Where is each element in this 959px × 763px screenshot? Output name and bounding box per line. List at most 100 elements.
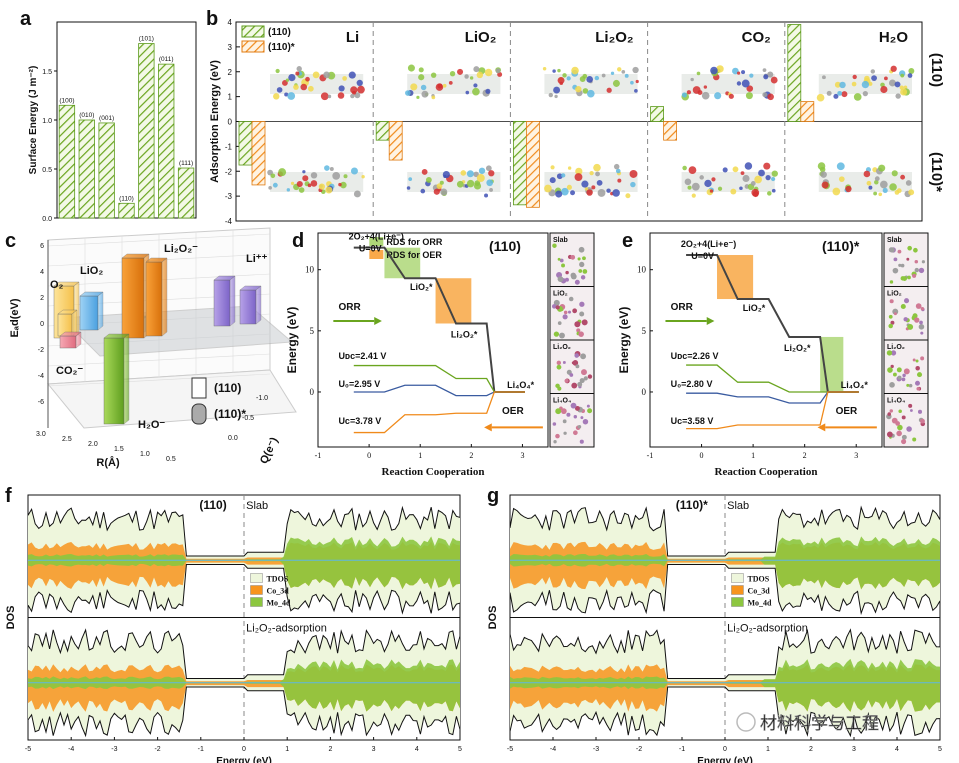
atom: [310, 180, 318, 187]
bar-Li-110-side: [229, 275, 236, 327]
x-tick-label: -5: [507, 746, 513, 753]
bar-110-4: [787, 24, 802, 122]
atom: [906, 257, 910, 261]
atom: [442, 83, 447, 88]
atom: [866, 180, 872, 186]
orr-label: ORR: [671, 302, 694, 313]
atom: [410, 83, 418, 91]
legend-cylinder-110star: [191, 403, 207, 425]
atom: [300, 83, 308, 91]
atom: [826, 90, 832, 96]
label-Li: Li⁺⁺: [246, 253, 268, 265]
atom: [902, 373, 906, 378]
atom: [305, 76, 310, 82]
x-tick-label: 4: [415, 746, 419, 753]
x-tick-label: -1: [679, 746, 685, 753]
atom: [576, 328, 581, 333]
atom: [268, 186, 272, 190]
legend-label-1: Co_3d: [266, 587, 289, 596]
watermark-text: 材料科学与工程: [760, 714, 879, 733]
atom: [907, 73, 913, 78]
u-label: U=0V: [359, 244, 382, 254]
atom: [557, 257, 561, 261]
tdos-line-down: [27, 564, 461, 615]
atom: [542, 66, 547, 71]
x-tick-label: 0: [723, 746, 727, 753]
atom: [555, 408, 562, 415]
atom: [853, 93, 862, 101]
x-tick-label: 1: [285, 746, 289, 753]
atom: [732, 166, 739, 173]
x-tick-label: -3: [593, 746, 599, 753]
atom: [564, 378, 569, 383]
x-tick-label: 3: [852, 746, 856, 753]
plot-frame: [56, 21, 197, 219]
atom: [615, 168, 621, 174]
x-axis-label: Energy (eV): [697, 756, 753, 763]
y-tick-label: 3: [228, 43, 233, 52]
x-tick-label: 1.5: [114, 446, 124, 453]
atom: [275, 68, 280, 74]
x-tick-label: 0.5: [166, 456, 176, 463]
atom: [914, 259, 919, 264]
atom: [890, 320, 895, 325]
x-tick-label: -1: [647, 451, 654, 460]
panel-label-g: g: [487, 485, 499, 507]
grid-line: [47, 373, 271, 387]
atom: [870, 69, 876, 74]
atom: [901, 434, 907, 440]
atom: [891, 170, 898, 177]
atom: [704, 179, 712, 188]
atom: [908, 383, 913, 388]
atom: [920, 331, 924, 335]
atom: [418, 74, 425, 81]
atom: [465, 90, 470, 95]
atom: [337, 92, 345, 99]
atom: [918, 324, 925, 330]
atom: [559, 332, 565, 339]
mo4d-fill: [510, 658, 940, 712]
oer-arrowhead: [484, 423, 492, 432]
atom: [892, 372, 897, 377]
z-tick-label: 0: [40, 321, 44, 328]
y-tick-label: 1.0: [42, 118, 52, 125]
atom: [882, 187, 888, 194]
panel-label-d: d: [292, 230, 304, 252]
start-label: 2O₂+4(Li+e⁻): [349, 232, 404, 242]
atom: [691, 182, 700, 191]
atom: [898, 263, 902, 267]
atom: [903, 85, 908, 89]
atom: [893, 312, 897, 316]
atom: [915, 365, 920, 371]
atom: [550, 165, 555, 170]
atom: [884, 76, 888, 81]
atom: [889, 409, 894, 413]
atom: [551, 304, 557, 309]
atom: [889, 280, 894, 284]
atom: [552, 243, 557, 248]
atom: [473, 83, 478, 88]
panel-label-e: e: [622, 230, 633, 252]
bar-LiO2-110: [79, 295, 99, 331]
label-CO2: CO₂⁻: [56, 365, 83, 377]
atom: [699, 175, 704, 180]
atom: [575, 364, 580, 369]
atom: [901, 438, 907, 445]
atom: [489, 188, 493, 192]
atom: [431, 95, 436, 100]
bar-CO2-110-side: [75, 331, 82, 349]
legend-swatch-110star: [241, 40, 265, 53]
atom: [889, 247, 895, 253]
atom: [696, 71, 701, 76]
atom: [553, 331, 560, 337]
atom: [744, 162, 753, 170]
x-axis-label: R(Å): [96, 456, 120, 469]
atom: [900, 88, 908, 96]
atom: [878, 164, 886, 172]
atom: [580, 353, 587, 360]
atom: [273, 93, 280, 100]
atom: [352, 90, 357, 95]
atom: [353, 190, 361, 198]
atom: [318, 183, 325, 190]
energy-path-U=0V: [353, 246, 525, 393]
